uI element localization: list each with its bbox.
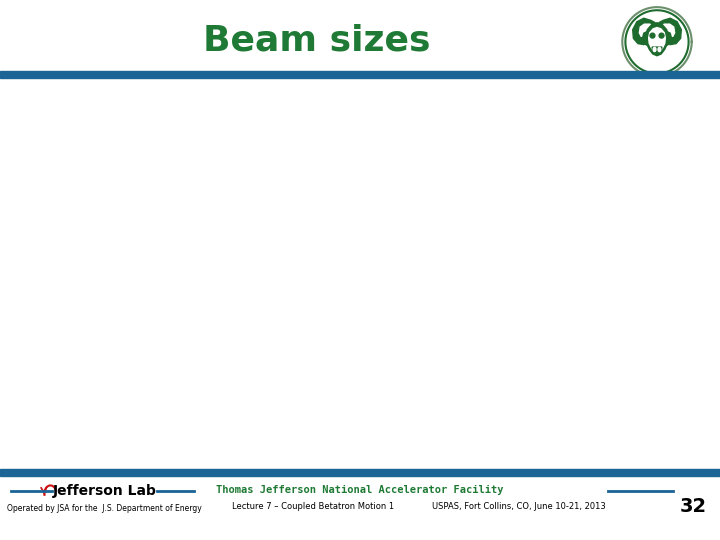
Polygon shape bbox=[646, 23, 668, 56]
Polygon shape bbox=[622, 7, 692, 77]
Polygon shape bbox=[642, 31, 649, 45]
Text: Beam sizes: Beam sizes bbox=[203, 24, 431, 57]
Polygon shape bbox=[653, 48, 656, 51]
Polygon shape bbox=[659, 18, 681, 45]
Polygon shape bbox=[625, 10, 689, 74]
Text: Thomas Jefferson National Accelerator Facility: Thomas Jefferson National Accelerator Fa… bbox=[216, 485, 504, 495]
Polygon shape bbox=[652, 47, 662, 53]
Polygon shape bbox=[658, 48, 661, 51]
Polygon shape bbox=[650, 33, 655, 38]
Text: Lecture 7 – Coupled Betatron Motion 1: Lecture 7 – Coupled Betatron Motion 1 bbox=[232, 502, 395, 511]
Text: USPAS, Fort Collins, CO, June 10-21, 2013: USPAS, Fort Collins, CO, June 10-21, 201… bbox=[431, 502, 606, 511]
Text: 32: 32 bbox=[680, 497, 707, 516]
Text: Operated by JSA for the  J.S. Department of Energy: Operated by JSA for the J.S. Department … bbox=[7, 504, 202, 513]
Polygon shape bbox=[627, 12, 687, 72]
Polygon shape bbox=[659, 33, 664, 38]
Polygon shape bbox=[649, 28, 665, 52]
Text: Jefferson Lab: Jefferson Lab bbox=[53, 484, 156, 498]
Polygon shape bbox=[665, 31, 672, 45]
Polygon shape bbox=[633, 18, 655, 45]
